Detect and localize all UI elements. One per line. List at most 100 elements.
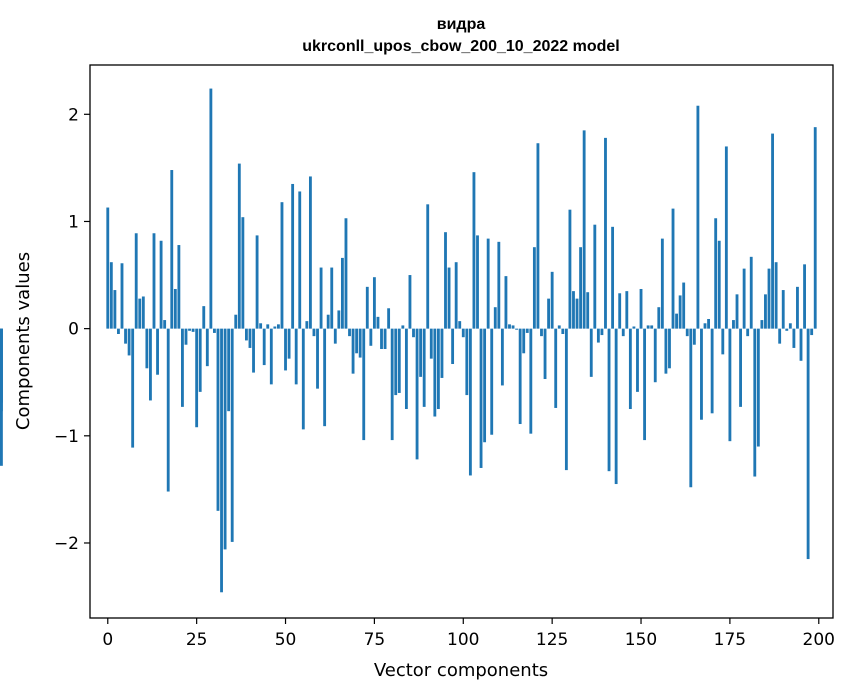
bar-102 <box>468 328 472 476</box>
bar-95 <box>444 232 447 329</box>
bar-187 <box>771 133 774 329</box>
bar-79 <box>387 308 391 329</box>
bar-33 <box>223 328 227 550</box>
bar-78 <box>383 328 387 350</box>
bar-175 <box>728 328 732 442</box>
bar-1 <box>109 262 113 329</box>
bar-70 <box>355 328 359 354</box>
bar-148 <box>632 326 636 329</box>
bar-21 <box>181 328 184 407</box>
bar-54 <box>298 191 302 329</box>
bar-41 <box>252 328 255 373</box>
bar-177 <box>735 294 739 329</box>
bar-6 <box>127 328 131 356</box>
bar-153 <box>650 325 654 329</box>
bar-133 <box>579 247 583 329</box>
y-tick-label: 0 <box>68 320 79 340</box>
y-tick-label: −1 <box>54 427 79 447</box>
x-tick-label: 175 <box>714 630 746 650</box>
bar-59 <box>316 328 319 389</box>
bar-151 <box>643 328 647 441</box>
bar-113 <box>508 324 511 329</box>
bar-51 <box>287 328 291 359</box>
bar-85 <box>408 275 412 329</box>
bar-11 <box>145 328 149 369</box>
bar-157 <box>664 328 668 374</box>
bar-154 <box>653 328 657 383</box>
bar-110 <box>497 241 501 329</box>
bar-82 <box>397 328 401 393</box>
y-axis-ticks: −2 −1 0 1 2 <box>54 105 90 554</box>
bar-45 <box>266 324 270 329</box>
x-axis-ticks: 0 25 50 75 100 125 150 175 200 <box>102 618 835 650</box>
bar-19 <box>173 288 177 329</box>
bar-197 <box>806 328 810 560</box>
bar-96 <box>447 267 451 329</box>
bar-14 <box>156 328 159 375</box>
bar-37 <box>237 163 241 329</box>
bar-13 <box>152 233 156 329</box>
bar-31 <box>216 328 220 511</box>
bar-117 <box>522 328 526 354</box>
bar-108 <box>490 328 494 435</box>
bar-40 <box>248 328 252 348</box>
bar-20 <box>177 245 181 329</box>
bar-66 <box>340 257 344 329</box>
bar-121 <box>536 143 540 329</box>
bar-3 <box>117 328 120 334</box>
x-tick-label: 0 <box>102 630 113 650</box>
bar-103 <box>472 172 476 329</box>
bar-149 <box>636 328 639 392</box>
x-tick-label: 200 <box>803 630 835 650</box>
bar-167 <box>700 328 703 420</box>
bar-67 <box>344 218 348 329</box>
bar-136 <box>589 328 593 377</box>
bar-147 <box>628 328 632 410</box>
bar-195 <box>799 328 803 361</box>
bar-46 <box>269 328 273 385</box>
bar-179 <box>742 268 746 329</box>
bar-7 <box>131 328 135 448</box>
bar-72 <box>362 328 366 441</box>
bar-122 <box>540 328 543 337</box>
bar-10 <box>141 296 145 329</box>
bar-5 <box>124 328 127 344</box>
bar-42 <box>255 235 259 329</box>
bar-129 <box>564 328 568 471</box>
bar-178 <box>739 328 742 407</box>
bar-164 <box>689 328 693 488</box>
bar-83 <box>401 325 405 329</box>
bar-105 <box>479 328 483 468</box>
bar-32 <box>220 328 223 593</box>
bar-4 <box>120 263 124 329</box>
bar-49 <box>280 202 284 329</box>
bar-28 <box>205 328 209 367</box>
bar-128 <box>561 328 565 334</box>
bar-25 <box>195 328 199 428</box>
bar-137 <box>593 224 597 329</box>
bar-34 <box>227 328 231 412</box>
bar-52 <box>291 183 295 329</box>
bar-189 <box>778 328 782 344</box>
bar-146 <box>625 291 629 329</box>
bar-169 <box>707 318 710 329</box>
bar-159 <box>671 208 675 329</box>
bar-23 <box>188 328 191 331</box>
bar-93 <box>436 328 440 410</box>
bar-61 <box>323 328 327 427</box>
bar-142 <box>611 226 615 329</box>
x-tick-label: 100 <box>447 630 479 650</box>
bar-196 <box>803 264 806 329</box>
bar-22 <box>184 328 188 345</box>
bar-17 <box>166 328 170 492</box>
chart-title: видра <box>437 16 486 33</box>
bar-80 <box>390 328 394 441</box>
bar-181 <box>749 256 753 329</box>
bar-176 <box>732 320 735 329</box>
bar-60 <box>319 267 323 329</box>
bar-90 <box>426 204 430 329</box>
y-tick-label: −2 <box>54 534 79 554</box>
bar-74 <box>369 328 373 346</box>
bar-127 <box>557 325 561 329</box>
bar-188 <box>774 262 778 329</box>
